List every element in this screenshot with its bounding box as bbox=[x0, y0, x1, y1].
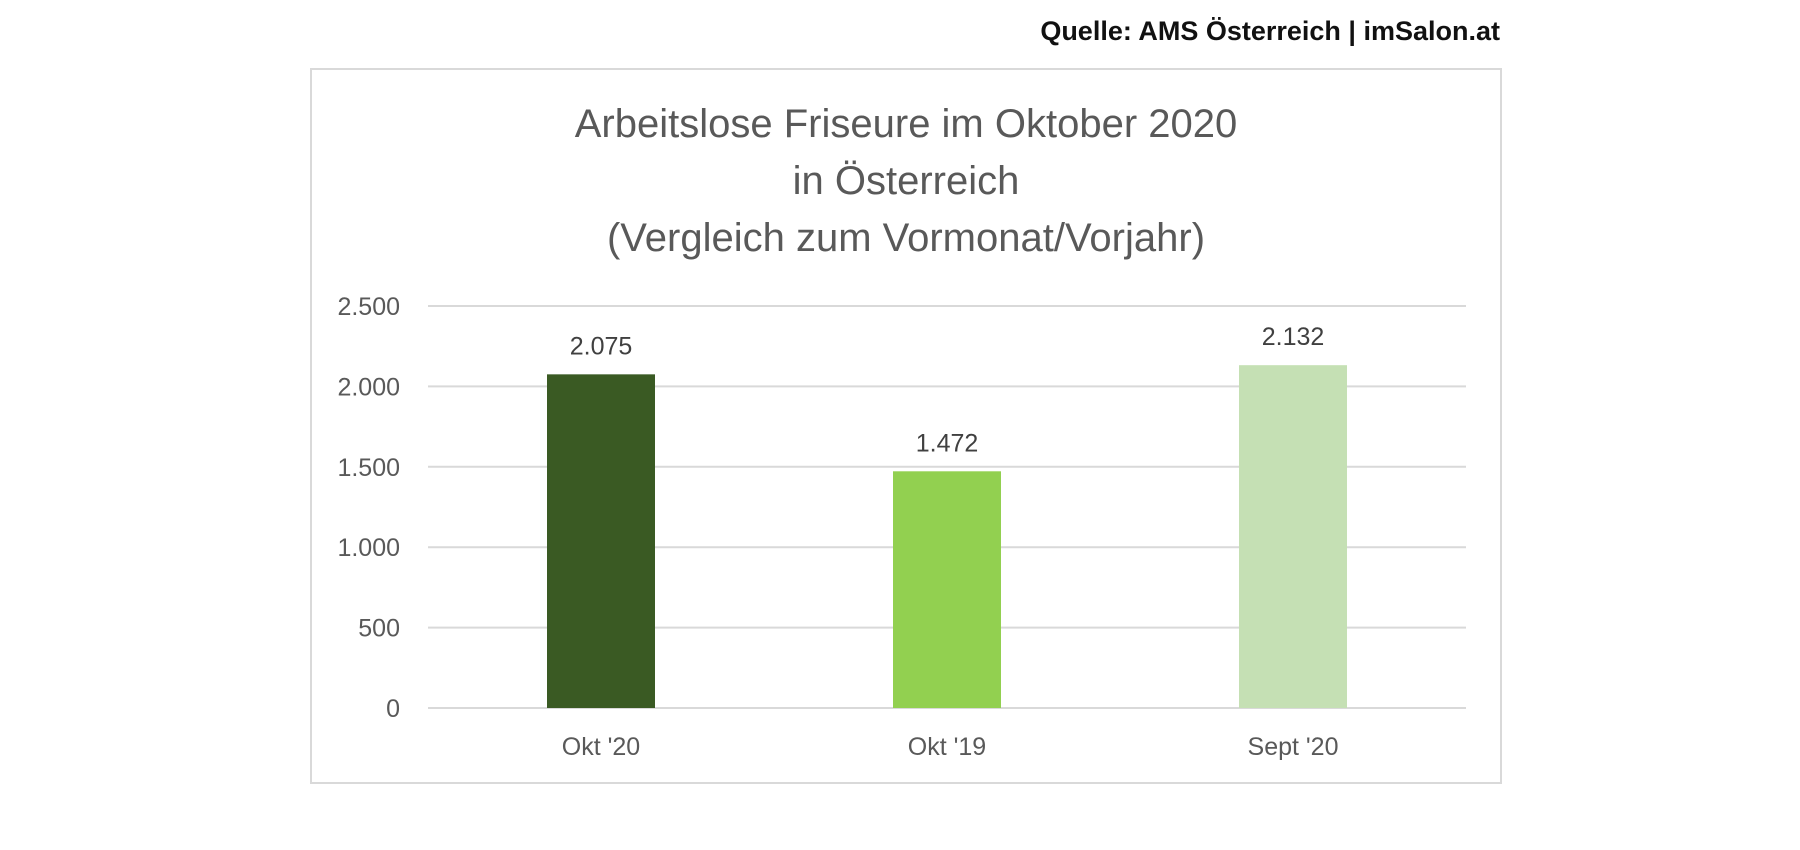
data-label: 2.075 bbox=[570, 332, 633, 360]
y-tick-label: 2.500 bbox=[337, 293, 400, 321]
y-tick-label: 500 bbox=[358, 615, 400, 643]
x-category-label: Sept '20 bbox=[1248, 733, 1339, 761]
chart-title-line-1: Arbeitslose Friseure im Oktober 2020 bbox=[574, 102, 1238, 146]
x-category-label: Okt '20 bbox=[562, 733, 640, 761]
y-tick-label: 2.000 bbox=[337, 373, 400, 401]
y-tick-label: 1.500 bbox=[337, 454, 400, 482]
bar bbox=[893, 471, 1001, 708]
y-tick-label: 1.000 bbox=[337, 534, 400, 562]
data-label: 1.472 bbox=[916, 429, 979, 457]
source-caption: Quelle: AMS Österreich | imSalon.at bbox=[1040, 16, 1500, 46]
bar bbox=[547, 374, 655, 708]
chart-title: Arbeitslose Friseure im Oktober 2020 in … bbox=[312, 96, 1500, 267]
x-category-label: Okt '19 bbox=[908, 733, 986, 761]
bar bbox=[1239, 365, 1347, 708]
y-tick-label: 0 bbox=[386, 695, 400, 723]
chart-title-line-3: (Vergleich zum Vormonat/Vorjahr) bbox=[606, 216, 1206, 260]
chart-title-line-2: in Österreich bbox=[792, 159, 1020, 203]
chart-frame: Arbeitslose Friseure im Oktober 2020 in … bbox=[310, 68, 1502, 784]
data-label: 2.132 bbox=[1262, 323, 1325, 351]
bar-chart-plot: 0 500 1.000 1.500 2.000 2.500 2.075 Okt '20 1.47… bbox=[337, 293, 1466, 761]
